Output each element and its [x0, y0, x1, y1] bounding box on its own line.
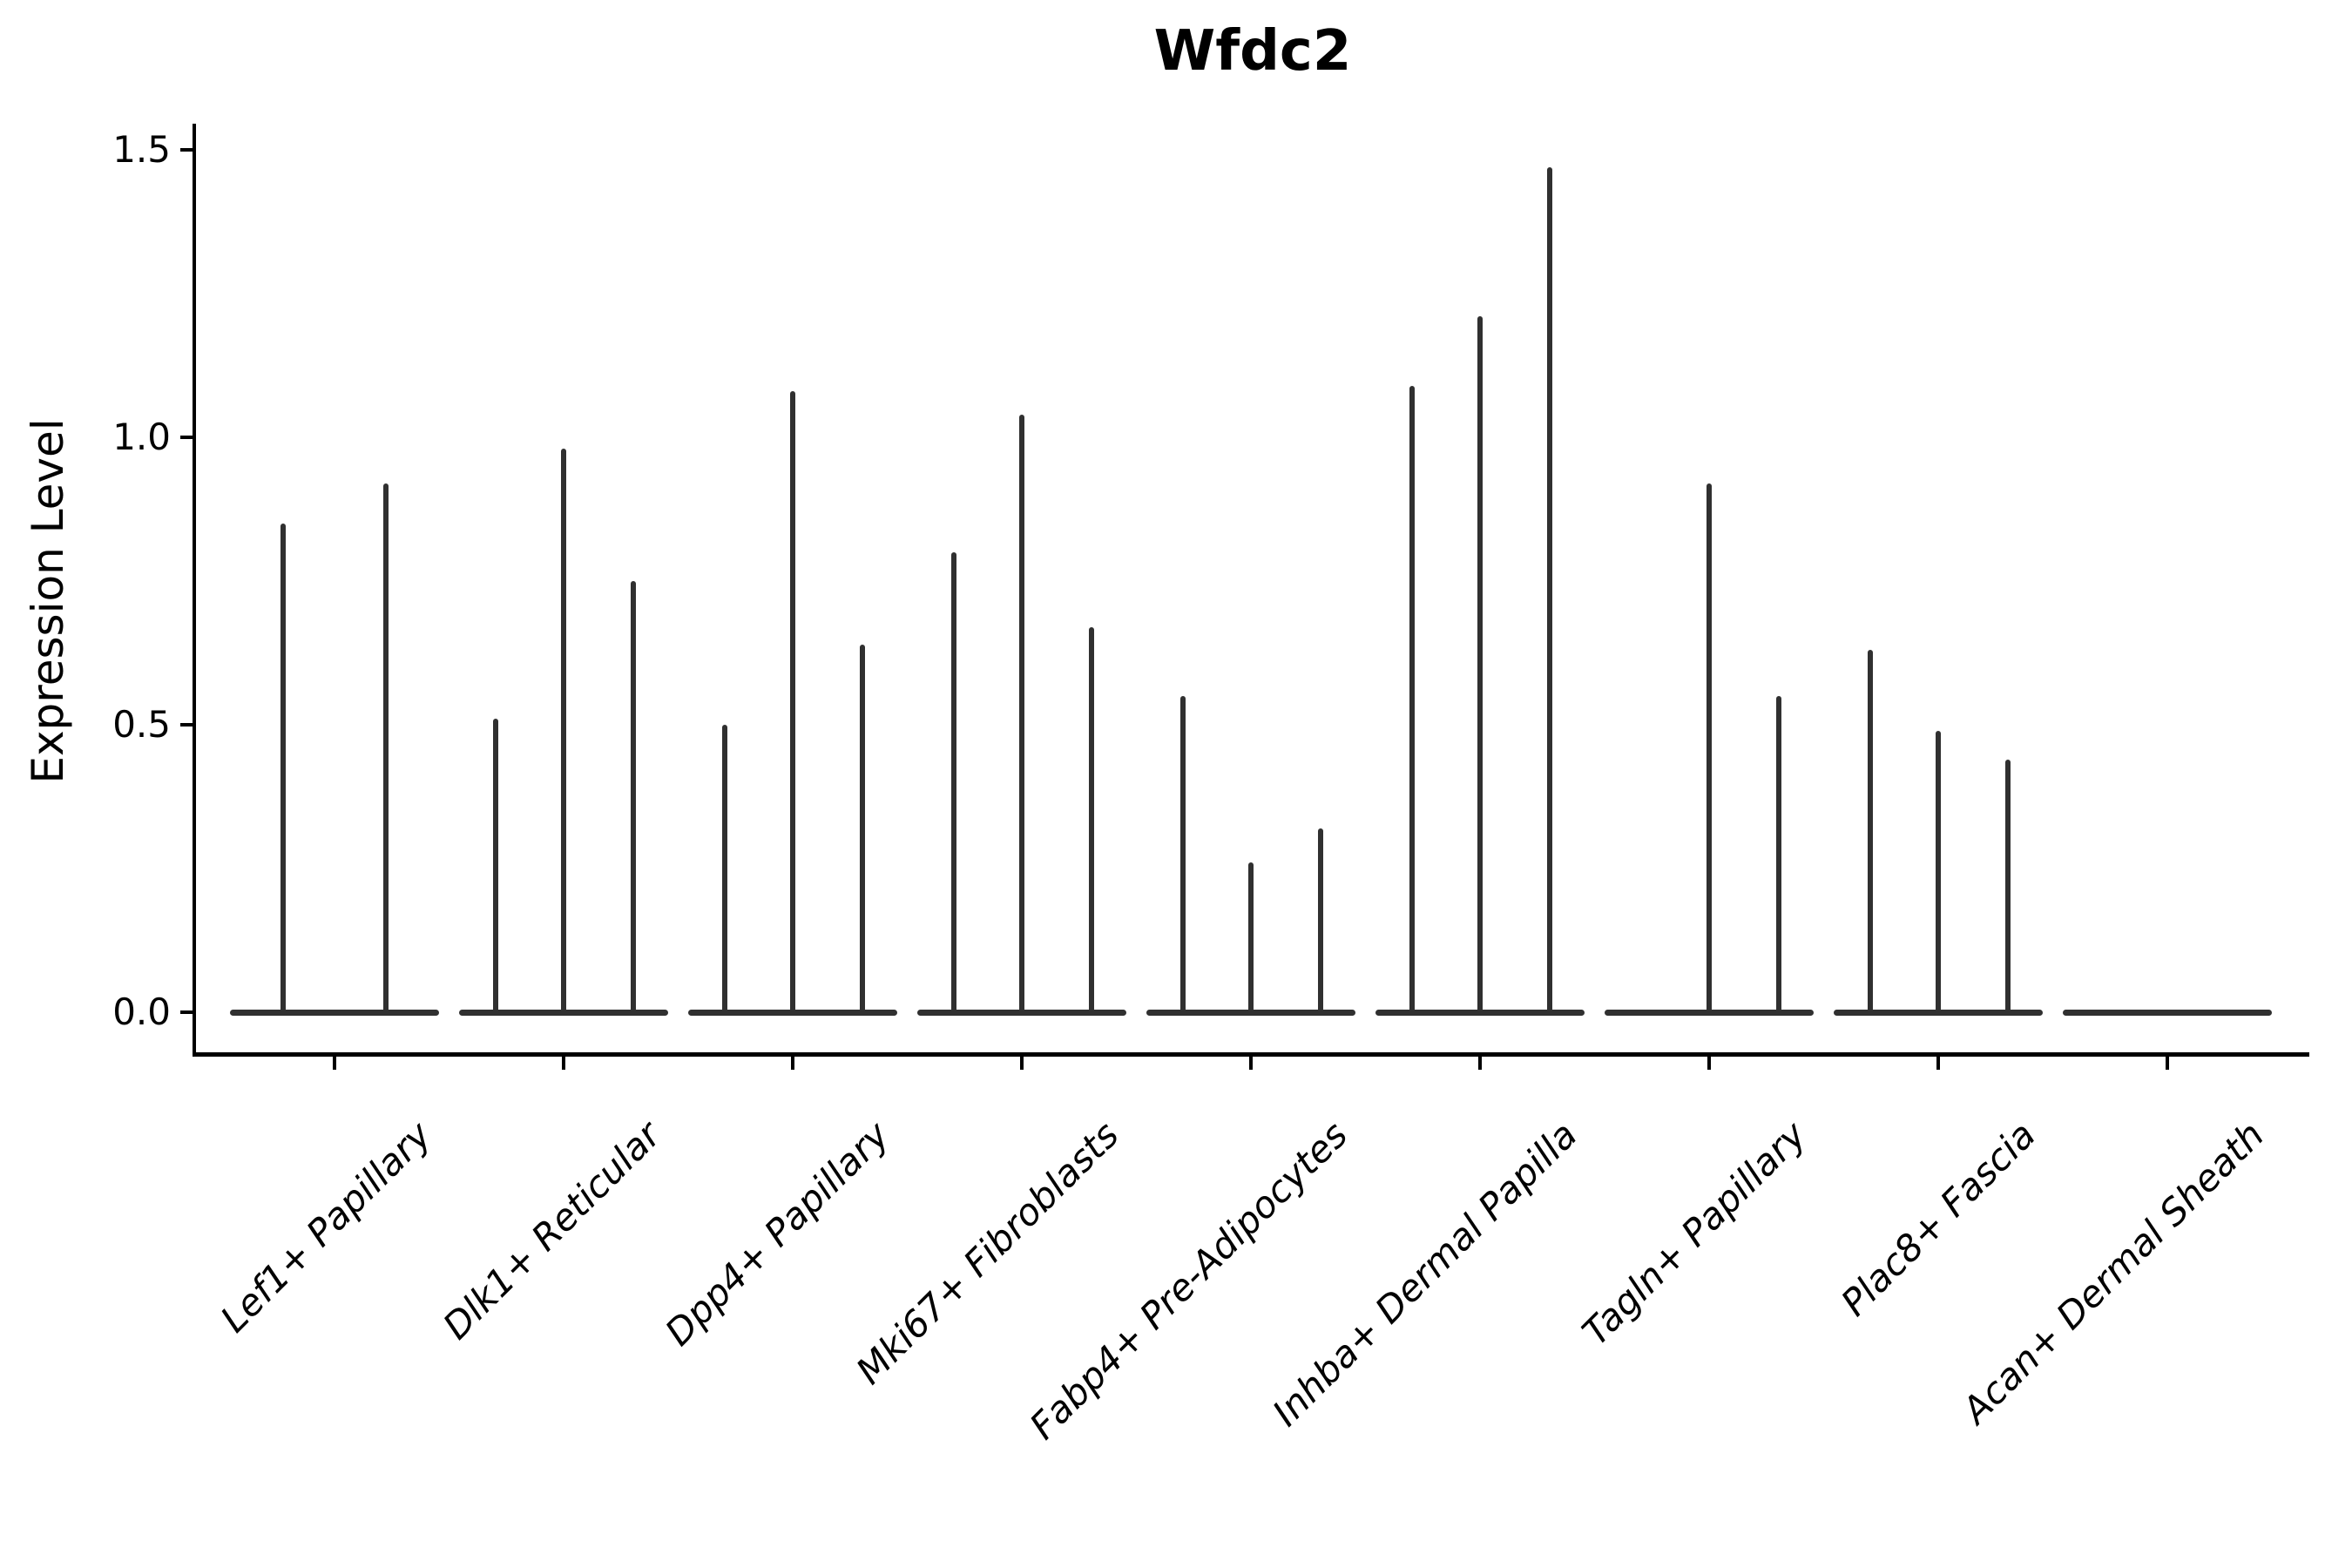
x-tick-mark — [1936, 1054, 1940, 1070]
x-tick-label: Mki67+ Fibroblasts — [848, 1113, 1127, 1393]
violin-baseline — [459, 1010, 668, 1016]
violin-spike — [1477, 316, 1483, 1012]
violin-baseline — [1834, 1010, 2043, 1016]
y-tick-label: 0.0 — [112, 990, 171, 1033]
violin-spike — [1318, 828, 1323, 1012]
y-tick-mark — [180, 436, 196, 439]
violin-baseline — [1375, 1010, 1585, 1016]
y-tick-label: 1.5 — [112, 128, 171, 171]
violin-spike — [1409, 386, 1415, 1012]
violin-spike — [1547, 167, 1552, 1012]
y-tick-label: 1.0 — [112, 416, 171, 458]
x-tick-label: Plac8+ Fascia — [1832, 1113, 2044, 1325]
x-tick-label: Dpp4+ Papillary — [657, 1113, 898, 1355]
violin-baseline — [917, 1010, 1126, 1016]
y-axis-spine — [193, 124, 196, 1057]
violin-spike — [1089, 627, 1094, 1012]
x-tick-mark — [333, 1054, 336, 1070]
x-tick-label: Tagln+ Papillary — [1573, 1113, 1815, 1354]
y-tick-mark — [180, 148, 196, 152]
violin-spike — [1019, 415, 1024, 1012]
violin-baseline — [1146, 1010, 1355, 1016]
violin-spike — [790, 391, 795, 1012]
x-tick-label: Dlk1+ Reticular — [434, 1113, 669, 1348]
violin-spike — [722, 725, 727, 1012]
violin-spike — [1248, 862, 1254, 1012]
chart-title: Wfdc2 — [1153, 19, 1352, 84]
x-tick-mark — [1478, 1054, 1482, 1070]
violin-baseline — [230, 1010, 439, 1016]
y-tick-label: 0.5 — [112, 703, 171, 746]
y-tick-mark — [180, 723, 196, 727]
x-tick-label: Lef1+ Papillary — [212, 1113, 440, 1341]
violin-baseline — [1605, 1010, 1814, 1016]
x-tick-mark — [1707, 1054, 1711, 1070]
violin-spike — [383, 483, 389, 1012]
violin-baseline — [2063, 1010, 2272, 1016]
violin-spike — [1776, 696, 1781, 1012]
violin-spike — [1868, 650, 1873, 1012]
violin-spike — [493, 719, 498, 1012]
x-tick-mark — [562, 1054, 565, 1070]
violin-spike — [1707, 483, 1712, 1012]
x-tick-mark — [1020, 1054, 1024, 1070]
violin-spike — [561, 449, 566, 1012]
violin-spike — [280, 524, 286, 1012]
violin-spike — [631, 581, 636, 1012]
violin-spike — [1936, 731, 1941, 1012]
violin-baseline — [688, 1010, 897, 1016]
x-tick-mark — [2166, 1054, 2169, 1070]
violin-spike — [1180, 696, 1186, 1012]
x-tick-mark — [791, 1054, 794, 1070]
violin-spike — [860, 645, 865, 1012]
violin-spike — [2005, 760, 2011, 1012]
y-tick-mark — [180, 1010, 196, 1014]
x-tick-mark — [1249, 1054, 1253, 1070]
violin-spike — [951, 552, 956, 1012]
